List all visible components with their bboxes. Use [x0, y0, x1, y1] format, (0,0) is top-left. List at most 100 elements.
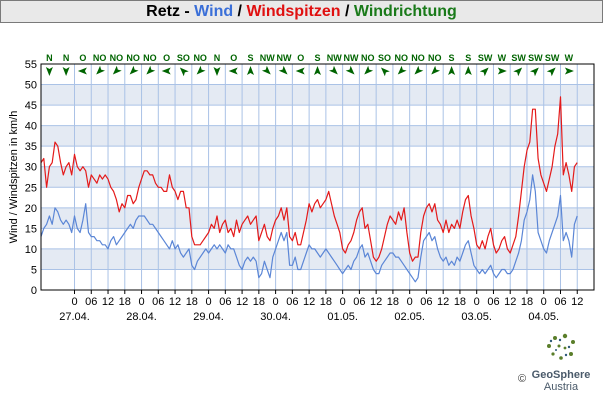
y-tick-label: 45 — [25, 100, 37, 112]
logo-sub: Austria — [543, 381, 579, 393]
x-tick-label: 12 — [370, 296, 382, 308]
y-tick-label: 15 — [25, 223, 37, 235]
title-gusts: Windspitzen — [246, 3, 341, 20]
wind-direction-label: W — [565, 53, 574, 63]
wind-direction-label: SO — [177, 53, 190, 63]
wind-direction-label: NW — [344, 53, 359, 63]
plot-band — [41, 125, 594, 147]
logo-name: GeoSphere — [531, 369, 591, 381]
x-tick-label: 18 — [521, 296, 533, 308]
wind-direction-arrow — [414, 65, 424, 75]
wind-direction-arrow — [96, 65, 106, 75]
wind-direction-label: S — [247, 53, 253, 63]
plot-band — [41, 166, 594, 188]
wind-direction-arrow — [345, 65, 355, 75]
x-tick-label: 06 — [353, 296, 365, 308]
wind-direction-label: NW — [327, 53, 342, 63]
x-tick-label: 18 — [253, 296, 265, 308]
wind-direction-arrow — [129, 65, 139, 75]
x-tick-label: 12 — [504, 296, 516, 308]
x-tick-label: 12 — [303, 296, 315, 308]
wind-direction-label: SO — [378, 53, 391, 63]
y-tick-label: 40 — [25, 121, 37, 133]
wind-direction-arrow — [146, 65, 156, 75]
x-tick-label: 12 — [236, 296, 248, 308]
wind-direction-arrow — [161, 67, 171, 75]
wind-direction-label: NO — [428, 53, 442, 63]
wind-direction-arrow — [213, 67, 221, 76]
plot-series — [40, 96, 578, 283]
x-tick-label: 0 — [407, 296, 413, 308]
plot-band — [41, 207, 594, 229]
wind-direction-label: SW — [478, 53, 493, 63]
wind-direction-arrow — [364, 65, 374, 75]
x-tick-label: 0 — [71, 296, 77, 308]
title-sep-3: / — [340, 3, 354, 20]
x-tick-label: 06 — [152, 296, 164, 308]
wind-direction-arrow — [228, 67, 238, 75]
wind-direction-arrow — [397, 65, 407, 75]
title-wind: Wind — [194, 3, 234, 20]
date-label: 29.04. — [193, 311, 224, 323]
wind-direction-label: N — [46, 53, 53, 63]
wind-direction-label: NO — [93, 53, 107, 63]
wind-direction-arrow — [295, 67, 305, 75]
geosphere-logo: GeoSphere Austria — [520, 328, 602, 398]
wind-direction-arrow — [564, 67, 574, 75]
plot-bands — [41, 84, 594, 270]
wind-direction-arrow — [77, 67, 87, 75]
copyright-mark: © — [518, 373, 527, 385]
wind-direction-arrow — [112, 65, 122, 75]
wind-direction-arrow — [278, 65, 288, 75]
wind-direction-arrow — [513, 67, 523, 77]
wind-direction-arrow — [448, 66, 456, 75]
y-tick-label: 35 — [25, 141, 37, 153]
wind-direction-arrow — [546, 67, 556, 77]
wind-direction-label: SW — [511, 53, 526, 63]
x-tick-label: 06 — [487, 296, 499, 308]
y-tick-label: 30 — [25, 162, 37, 174]
x-tick-label: 0 — [206, 296, 212, 308]
series-line-wind — [40, 174, 578, 283]
x-tick-label: 0 — [541, 296, 547, 308]
wind-direction-label: SW — [528, 53, 543, 63]
date-label: 30.04. — [260, 311, 291, 323]
wind-direction-label: W — [498, 53, 507, 63]
x-tick-label: 0 — [138, 296, 144, 308]
wind-direction-label: SW — [545, 53, 560, 63]
x-tick-label: 12 — [571, 296, 583, 308]
x-tick-label: 18 — [454, 296, 466, 308]
date-label: 28.04. — [126, 311, 157, 323]
title-direction: Windrichtung — [353, 3, 457, 20]
wind-direction-label: O — [79, 53, 86, 63]
y-tick-label: 10 — [25, 244, 37, 256]
y-tick-label: 20 — [25, 203, 37, 215]
wind-direction-arrow — [529, 67, 539, 77]
wind-direction-label: S — [314, 53, 320, 63]
wind-direction-arrow — [431, 65, 441, 75]
wind-direction-label: NW — [276, 53, 291, 63]
x-tick-label: 06 — [420, 296, 432, 308]
y-tick-label: 5 — [31, 264, 37, 276]
wind-direction-arrow — [261, 65, 271, 75]
x-tick-label: 12 — [169, 296, 181, 308]
wind-direction-arrow — [179, 67, 189, 77]
wind-direction-arrow — [464, 66, 472, 75]
series-line-gusts — [40, 96, 578, 262]
wind-direction-label: O — [163, 53, 170, 63]
wind-direction-label: NO — [361, 53, 375, 63]
x-tick-label: 06 — [554, 296, 566, 308]
date-label: 01.05. — [327, 311, 358, 323]
wind-direction-label: S — [465, 53, 471, 63]
wind-direction-row: N N O NO NO NO NO O SO NO N O S NW NW O S NW NW NO SO NO NO NO S… — [45, 53, 574, 77]
x-tick-label: 0 — [273, 296, 279, 308]
plot-axes: 0 5 10 15 20 25 30 35 40 45 50 55 0 06 12 18 0 06 12 18 0 06 1… — [25, 59, 584, 323]
x-tick-label: 18 — [320, 296, 332, 308]
date-label: 04.05. — [528, 311, 559, 323]
wind-direction-label: NO — [411, 53, 425, 63]
x-tick-label: 18 — [387, 296, 399, 308]
wind-direction-label: NW — [260, 53, 275, 63]
date-label: 03.05. — [461, 311, 492, 323]
plot-band — [41, 248, 594, 270]
